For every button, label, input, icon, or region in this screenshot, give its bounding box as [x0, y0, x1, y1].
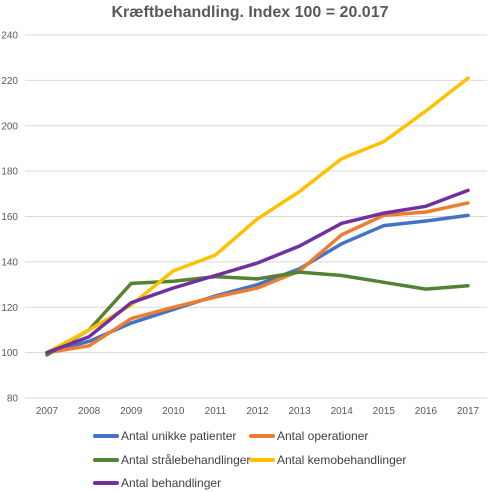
- y-tick-label: 140: [1, 257, 18, 268]
- series-lines: [45, 76, 470, 357]
- y-tick-label: 80: [7, 394, 19, 405]
- x-tick-label: 2009: [120, 406, 143, 417]
- chart-title: Kræftbehandling. Index 100 = 20.017: [111, 4, 389, 21]
- x-tick-label: 2016: [415, 406, 438, 417]
- y-axis-tick-labels: 80 100 120 140 160 180 200 220 240: [1, 31, 18, 405]
- x-tick-label: 2011: [205, 406, 227, 417]
- x-tick-label: 2013: [288, 406, 311, 417]
- x-tick-label: 2007: [36, 406, 59, 417]
- x-tick-label: 2010: [162, 406, 185, 417]
- x-tick-label: 2015: [373, 406, 396, 417]
- x-tick-label: 2008: [78, 406, 101, 417]
- y-tick-label: 120: [1, 303, 18, 314]
- y-tick-label: 180: [1, 167, 18, 178]
- y-tick-label: 200: [1, 121, 18, 132]
- x-tick-label: 2017: [457, 406, 480, 417]
- series-line-4: [45, 188, 470, 355]
- y-tick-label: 240: [1, 31, 18, 42]
- series-line-2: [45, 270, 470, 357]
- x-tick-label: 2012: [246, 406, 269, 417]
- x-tick-label: 2014: [331, 406, 354, 417]
- y-tick-label: 160: [1, 212, 18, 223]
- series-line-1: [45, 201, 470, 355]
- y-tick-label: 220: [1, 76, 18, 87]
- y-tick-label: 100: [1, 348, 18, 359]
- x-axis-tick-labels: 2007 2008 2009 2010 2011 2012 2013 2014 2015 2016…: [36, 406, 480, 417]
